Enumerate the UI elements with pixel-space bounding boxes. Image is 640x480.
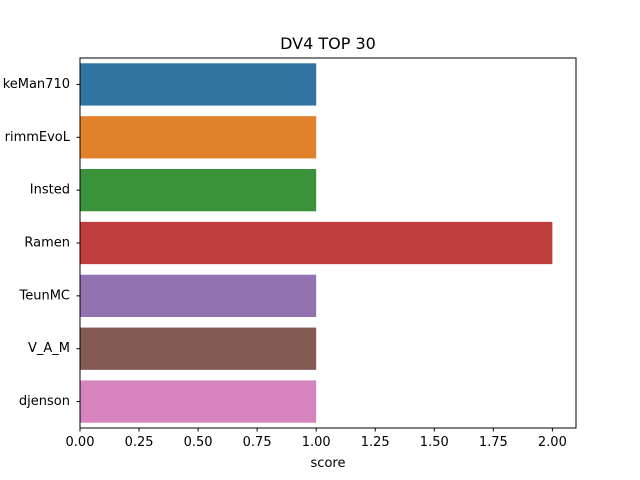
- y-tick-label-4: TeunMC: [18, 288, 70, 303]
- y-tick-label-0: keMan710: [3, 77, 70, 92]
- bar-1: [80, 116, 316, 158]
- x-tick-label-3: 0.75: [243, 435, 272, 450]
- bar-6: [80, 380, 316, 422]
- x-tick-label-2: 0.50: [184, 435, 213, 450]
- bar-2: [80, 169, 316, 211]
- x-tick-label-4: 1.00: [302, 435, 331, 450]
- x-tick-label-8: 2.00: [538, 435, 567, 450]
- bar-0: [80, 63, 316, 105]
- y-tick-label-5: V_A_M: [28, 341, 70, 356]
- x-tick-label-0: 0.00: [66, 435, 95, 450]
- y-tick-label-3: Ramen: [24, 236, 70, 251]
- bar-4: [80, 275, 316, 317]
- y-tick-label-6: djenson: [19, 394, 70, 409]
- y-tick-label-2: Insted: [30, 183, 70, 198]
- bar-3: [80, 222, 552, 264]
- x-tick-label-1: 0.25: [125, 435, 154, 450]
- x-tick-label-7: 1.75: [479, 435, 508, 450]
- x-tick-label-6: 1.50: [420, 435, 449, 450]
- x-axis-label: score: [311, 456, 346, 471]
- chart-title: DV4 TOP 30: [280, 34, 376, 53]
- y-tick-label-1: rimmEvoL: [5, 130, 71, 145]
- bar-5: [80, 328, 316, 370]
- x-tick-label-5: 1.25: [361, 435, 390, 450]
